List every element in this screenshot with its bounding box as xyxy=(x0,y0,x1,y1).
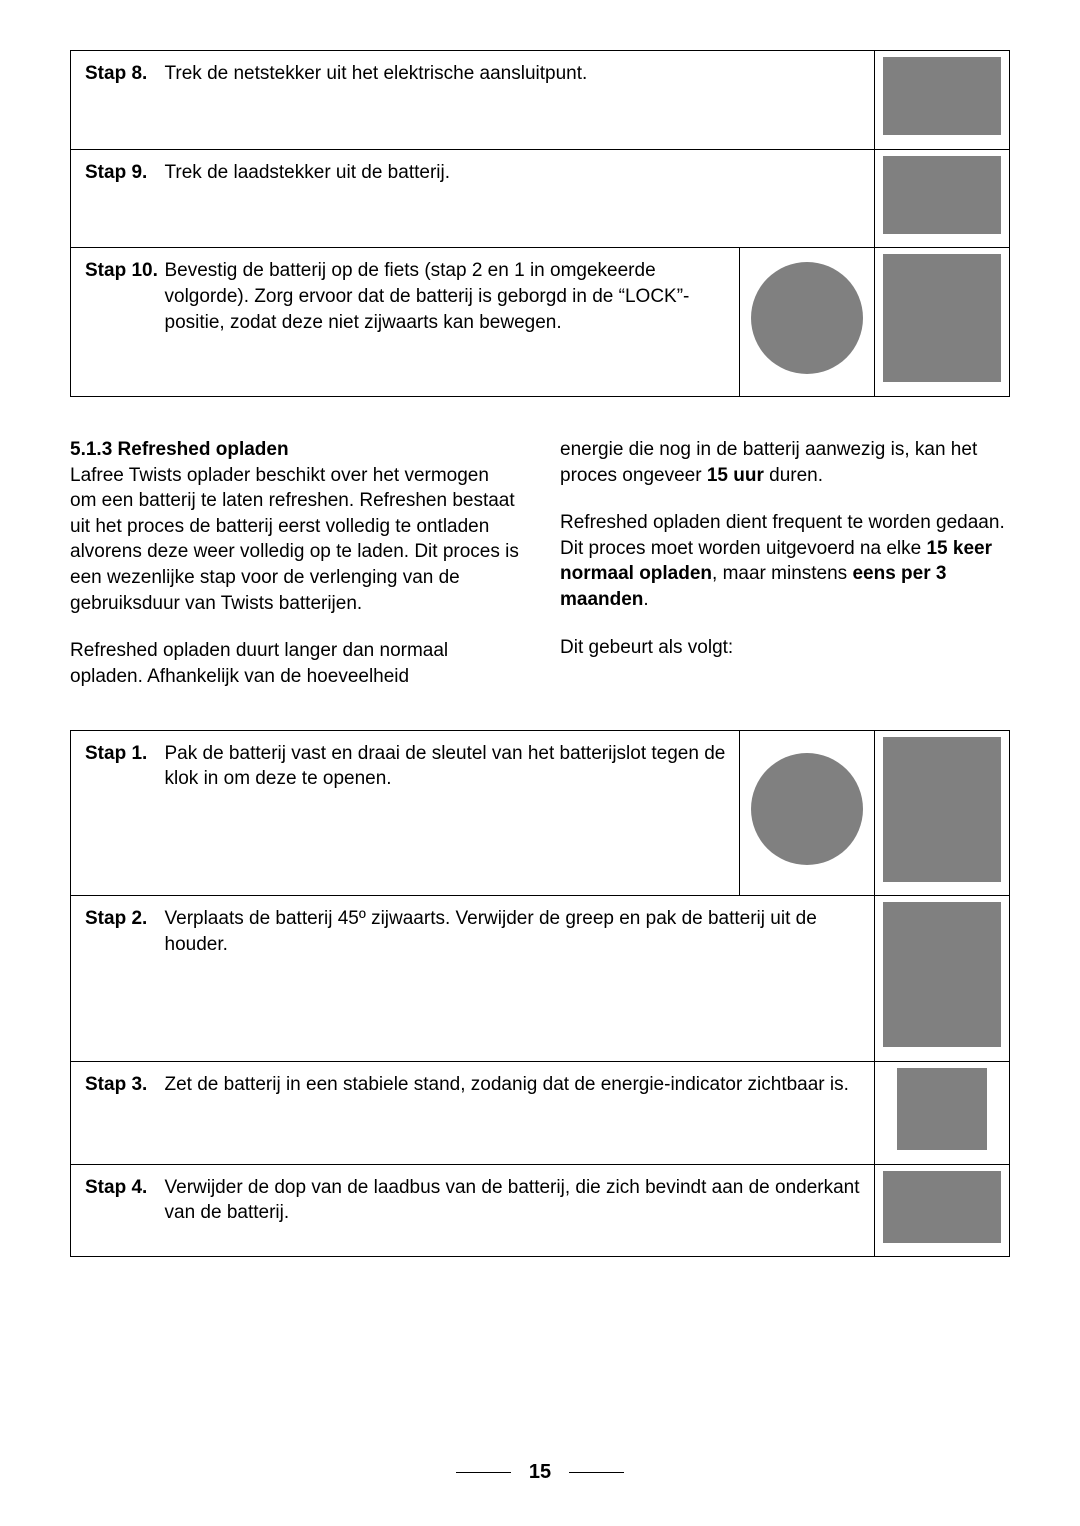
paragraph: Refreshed opladen duurt langer dan norma… xyxy=(70,638,520,689)
step-image-cell xyxy=(740,730,875,896)
step-text: Trek de netstekker uit het elektrische a… xyxy=(165,63,588,84)
step-text-cell: Trek de laadstekker uit de batterij. xyxy=(161,149,875,248)
paragraph-text: duren. xyxy=(764,465,823,486)
step-text-cell: Pak de batterij vast en draai de sleutel… xyxy=(161,730,740,896)
text-column-left: 5.1.3 Refreshed opladen Lafree Twists op… xyxy=(70,437,520,690)
step-label: Stap 3. xyxy=(71,1061,161,1164)
energy-indicator-image xyxy=(897,1068,987,1150)
step-image-cell xyxy=(875,896,1010,1062)
step-label: Stap 2. xyxy=(71,896,161,1062)
step-label: Stap 8. xyxy=(71,51,161,150)
step-label-text: Stap 8. xyxy=(85,63,147,84)
paragraph-text: Dit proces moet worden uitgevoerd na elk… xyxy=(560,538,926,559)
step-label-text: Stap 3. xyxy=(85,1074,147,1095)
step-label-text: Stap 2. xyxy=(85,908,147,929)
page-number: 15 xyxy=(529,1461,551,1483)
step-image-cell xyxy=(875,51,1010,150)
hand-key-image xyxy=(883,737,1001,882)
paragraph-text: Refreshed opladen duurt langer dan norma… xyxy=(70,640,448,687)
section-heading: 5.1.3 Refreshed opladen xyxy=(70,439,289,460)
step-image-cell xyxy=(875,1164,1010,1257)
step-image-cell xyxy=(875,248,1010,397)
body-text-columns: 5.1.3 Refreshed opladen Lafree Twists op… xyxy=(70,437,1010,690)
paragraph: energie die nog in de batterij aanwezig … xyxy=(560,437,1010,488)
step-label-text: Stap 10. xyxy=(85,260,158,281)
battery-on-bike-image xyxy=(883,254,1001,382)
step-label: Stap 4. xyxy=(71,1164,161,1257)
page-footer: 15 xyxy=(0,1461,1080,1484)
footer-rule-left xyxy=(456,1472,511,1473)
step-text-cell: Zet de batterij in een stabiele stand, z… xyxy=(161,1061,875,1164)
step-label-text: Stap 9. xyxy=(85,162,147,183)
step-label-text: Stap 4. xyxy=(85,1177,147,1198)
step-text: Bevestig de batterij op de fiets (stap 2… xyxy=(165,260,690,332)
battery-tilt-image xyxy=(883,902,1001,1047)
bold-text: 15 uur xyxy=(707,465,764,486)
paragraph: 5.1.3 Refreshed opladen Lafree Twists op… xyxy=(70,437,520,616)
step-image-cell xyxy=(875,149,1010,248)
plug-socket-image xyxy=(883,57,1001,135)
paragraph: Refreshed opladen dient frequent te word… xyxy=(560,510,1010,613)
step-text: Verplaats de batterij 45º zijwaarts. Ver… xyxy=(165,908,817,955)
paragraph-text: Dit gebeurt als volgt: xyxy=(560,637,733,658)
step-text-cell: Verplaats de batterij 45º zijwaarts. Ver… xyxy=(161,896,875,1062)
step-text: Pak de batterij vast en draai de sleutel… xyxy=(165,743,726,790)
step-text: Trek de laadstekker uit de batterij. xyxy=(165,162,451,183)
step-label: Stap 10. xyxy=(71,248,161,397)
paragraph-text: . xyxy=(643,589,648,610)
paragraph-text: Lafree Twists oplader beschikt over het … xyxy=(70,465,519,614)
step-text-cell: Bevestig de batterij op de fiets (stap 2… xyxy=(161,248,740,397)
text-column-right: energie die nog in de batterij aanwezig … xyxy=(560,437,1010,690)
footer-rule-right xyxy=(569,1472,624,1473)
step-text: Verwijder de dop van de laadbus van de b… xyxy=(165,1177,860,1224)
step-image-cell xyxy=(875,1061,1010,1164)
step-image-cell xyxy=(740,248,875,397)
step-label: Stap 1. xyxy=(71,730,161,896)
lock-dial-image xyxy=(751,262,863,374)
step-label-text: Stap 1. xyxy=(85,743,147,764)
steps-table-1: Stap 8. Trek de netstekker uit het elekt… xyxy=(70,50,1010,397)
step-text-cell: Verwijder de dop van de laadbus van de b… xyxy=(161,1164,875,1257)
paragraph: Dit gebeurt als volgt: xyxy=(560,635,1010,661)
step-label: Stap 9. xyxy=(71,149,161,248)
step-text: Zet de batterij in een stabiele stand, z… xyxy=(165,1074,849,1095)
charger-battery-image xyxy=(883,156,1001,234)
step-text-cell: Trek de netstekker uit het elektrische a… xyxy=(161,51,875,150)
charge-port-cap-image xyxy=(883,1171,1001,1243)
paragraph-text: , maar minstens xyxy=(712,563,852,584)
lock-dial-image xyxy=(751,753,863,865)
steps-table-2: Stap 1. Pak de batterij vast en draai de… xyxy=(70,730,1010,1258)
step-image-cell xyxy=(875,730,1010,896)
paragraph-text: Refreshed opladen dient frequent te word… xyxy=(560,512,1005,533)
